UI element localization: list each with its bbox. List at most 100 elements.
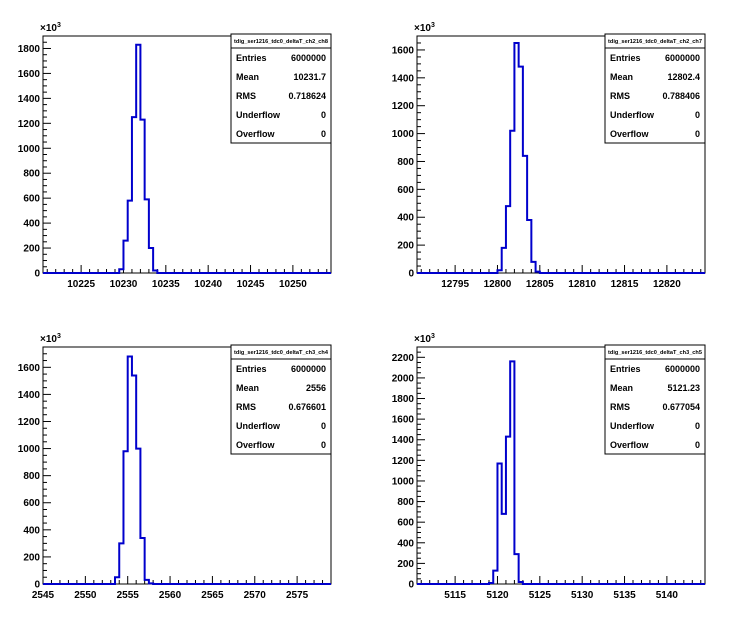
histogram-bin (132, 375, 136, 584)
histogram-bin (514, 43, 518, 273)
x-tick-label: 10250 (279, 279, 307, 290)
stats-box (604, 344, 706, 455)
histogram-panel: 0 200 400 600 800 1000 1200 1400 1600 1800 10225 10… (18, 22, 332, 290)
histogram-bin (531, 262, 535, 273)
histogram-bin (140, 538, 144, 584)
histogram-bin (510, 131, 514, 273)
stats-value: 10231.7 (293, 72, 326, 82)
histogram-bin (149, 583, 153, 584)
y-tick-label: 1800 (18, 44, 41, 55)
stats-value: 5121.23 (667, 383, 700, 393)
histogram-series-line (43, 43, 331, 274)
y-tick-label: 200 (23, 244, 40, 255)
y-tick-label: 1800 (392, 394, 415, 405)
stats-value: 0 (695, 421, 700, 431)
histogram-bin (527, 220, 531, 273)
histogram-title: tdig_ser1216_tdc0_deltaT_ch3_ch5 (608, 350, 702, 356)
stats-label: Entries (236, 364, 267, 374)
y-tick-label: 1000 (392, 476, 415, 487)
y-tick-label: 1200 (18, 119, 41, 130)
y-tick-label: 1600 (392, 45, 415, 56)
histogram-bin (115, 577, 119, 584)
x-tick-label: 2575 (286, 590, 309, 601)
stats-box (604, 33, 706, 144)
histogram-bin (506, 437, 510, 584)
y-tick-label: 600 (397, 518, 414, 529)
y-tick-label: 600 (23, 498, 40, 509)
y-tick-label: 0 (34, 269, 40, 280)
histogram-bin (119, 269, 123, 273)
y-tick-label: 200 (23, 552, 40, 563)
histogram-bin (145, 580, 149, 584)
x-tick-label: 5115 (444, 590, 466, 601)
stats-label: RMS (610, 91, 630, 101)
stats-label: Entries (236, 53, 267, 63)
y-multiplier-label: ×103 (40, 333, 61, 345)
y-tick-label: 1600 (18, 69, 41, 80)
stats-label: Overflow (610, 129, 650, 139)
y-tick-label: 600 (23, 194, 40, 205)
histogram-bin (140, 120, 144, 273)
stats-value: 6000000 (291, 364, 326, 374)
stats-value: 0 (695, 129, 700, 139)
histogram-bin (128, 356, 132, 584)
stats-label: Mean (610, 72, 633, 82)
stats-label: Underflow (236, 110, 281, 120)
stats-value: 0.788406 (662, 91, 700, 101)
y-tick-label: 1600 (392, 415, 415, 426)
stats-label: Mean (236, 72, 259, 82)
histogram-bin (519, 67, 523, 273)
stats-value: 0.676601 (288, 402, 326, 412)
histogram-bin (489, 583, 493, 584)
x-tick-label: 12820 (653, 279, 681, 290)
x-tick-label: 12800 (484, 279, 512, 290)
stats-value: 0 (321, 129, 326, 139)
histogram-bin (493, 571, 497, 584)
stats-label: Underflow (610, 110, 655, 120)
stats-value: 0.677054 (662, 402, 700, 412)
y-tick-label: 1400 (392, 435, 415, 446)
x-tick-label: 2560 (159, 590, 182, 601)
histogram-bin (136, 45, 140, 273)
x-tick-label: 5140 (656, 590, 679, 601)
stats-label: Mean (610, 383, 633, 393)
y-tick-label: 1200 (392, 101, 415, 112)
stats-value: 0 (695, 440, 700, 450)
y-tick-label: 1000 (18, 444, 41, 455)
histogram-bin (510, 361, 514, 584)
stats-value: 0 (321, 110, 326, 120)
stats-box (230, 344, 332, 455)
histogram-series-line (417, 41, 705, 274)
stats-value: 0 (321, 421, 326, 431)
histogram-series-line (43, 355, 331, 585)
histogram-bin (519, 582, 523, 584)
y-tick-label: 400 (23, 219, 40, 230)
histogram-bin (502, 248, 506, 273)
y-multiplier-label: ×103 (414, 22, 435, 34)
y-multiplier-exponent: 3 (57, 333, 61, 340)
histogram-title: tdig_ser1216_tdc0_deltaT_ch2_ch8 (234, 39, 328, 45)
y-tick-label: 1400 (18, 94, 41, 105)
stats-box (230, 33, 332, 144)
stats-label: Mean (236, 383, 259, 393)
y-tick-label: 2200 (392, 353, 415, 364)
x-tick-label: 5135 (613, 590, 636, 601)
y-tick-label: 1200 (18, 417, 41, 428)
x-tick-label: 10235 (152, 279, 180, 290)
x-tick-label: 2555 (117, 590, 140, 601)
histogram-bin (502, 514, 506, 584)
x-tick-label: 12805 (526, 279, 554, 290)
y-tick-label: 1600 (18, 363, 41, 374)
stats-label: RMS (236, 402, 256, 412)
stats-value: 12802.4 (667, 72, 700, 82)
histogram-series-line (417, 360, 705, 585)
stats-label: RMS (236, 91, 256, 101)
x-tick-label: 12810 (568, 279, 596, 290)
histogram-panel: 0 200 400 600 800 1000 1200 1400 1600 12795 12800 1… (392, 22, 706, 290)
x-tick-label: 5120 (486, 590, 509, 601)
histogram-bin (153, 271, 157, 273)
histogram-bin (506, 206, 510, 273)
histogram-bin (497, 463, 501, 584)
y-tick-label: 1000 (18, 144, 41, 155)
y-tick-label: 800 (397, 497, 414, 508)
